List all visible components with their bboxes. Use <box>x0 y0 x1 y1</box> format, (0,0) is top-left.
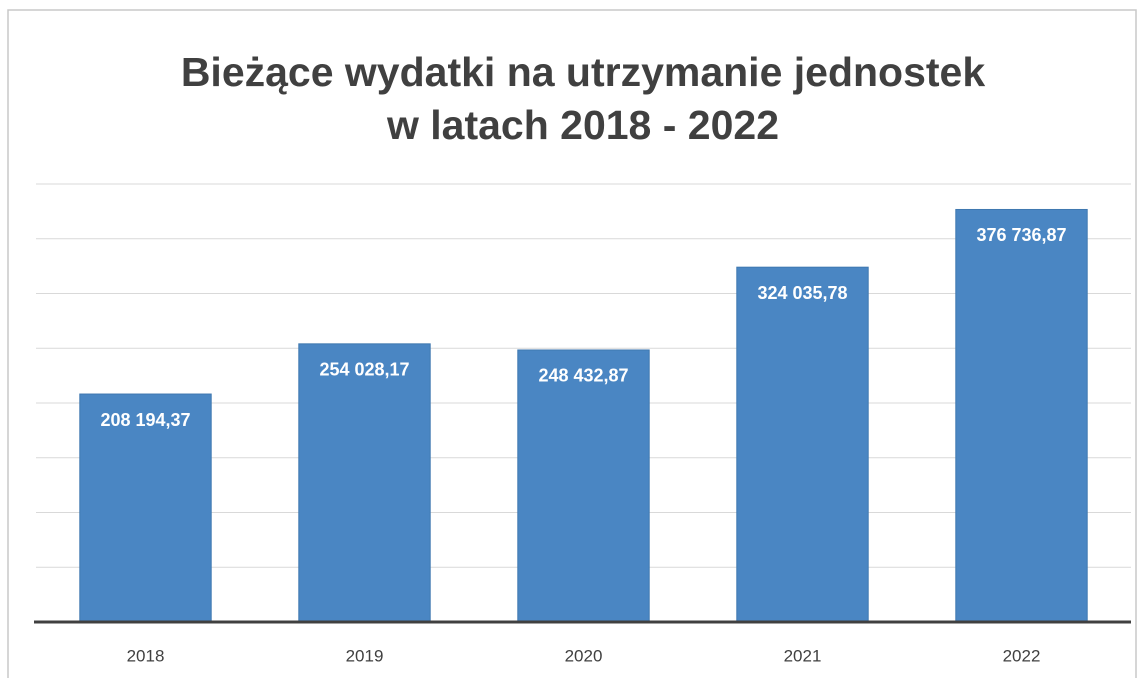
bar <box>517 349 650 623</box>
bar <box>79 393 212 623</box>
chart-title: Bieżące wydatki na utrzymanie jednostek <box>181 49 986 95</box>
chart-frame <box>7 9 1137 678</box>
bar <box>736 266 869 623</box>
bar <box>298 343 431 623</box>
x-tick-label: 2022 <box>1003 646 1041 665</box>
x-tick-label: 2018 <box>127 646 165 665</box>
data-label: 376 736,87 <box>976 225 1066 245</box>
x-tick-label: 2021 <box>784 646 822 665</box>
data-label: 208 194,37 <box>100 410 190 430</box>
x-tick-label: 2020 <box>565 646 603 665</box>
x-tick-label: 2019 <box>346 646 384 665</box>
data-label: 248 432,87 <box>538 366 628 386</box>
data-label: 254 028,17 <box>319 360 409 380</box>
chart-title: w latach 2018 - 2022 <box>386 102 779 148</box>
data-label: 324 035,78 <box>757 283 847 303</box>
bar <box>955 208 1088 623</box>
